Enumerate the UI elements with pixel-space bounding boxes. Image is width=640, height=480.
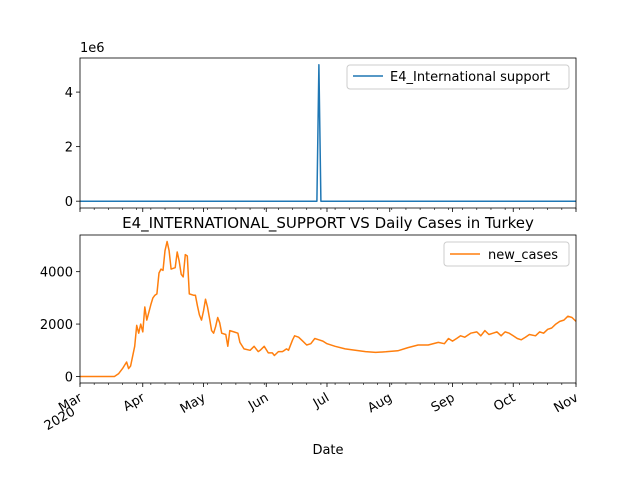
bottom-y-ticks: 0 2000 4000 [40, 266, 80, 385]
chart-title: E4_INTERNATIONAL_SUPPORT VS Daily Cases … [122, 214, 534, 233]
top-legend: E4_International support [346, 64, 570, 90]
y-tick-label: 0 [65, 195, 73, 210]
top-y-offset-label: 1e6 [80, 41, 105, 56]
top-legend-label: E4_International support [390, 70, 550, 85]
series-line-E4_International support [80, 64, 576, 202]
bottom-series-lines [80, 240, 577, 378]
x-tick-label: Jul [310, 390, 332, 411]
top-subplot: 0 2 4 1e6 E4_International support [65, 41, 577, 212]
bottom-axes-frame [79, 234, 577, 384]
bottom-legend: new_cases [443, 241, 570, 267]
series-line-new_cases [80, 240, 577, 378]
y-tick-label: 4000 [40, 266, 73, 281]
bottom-legend-box [443, 241, 570, 267]
y-tick-label: 2000 [40, 318, 73, 333]
top-y-ticks: 0 2 4 [65, 86, 80, 210]
top-axes-frame [79, 57, 577, 209]
top-legend-box [346, 64, 570, 90]
bottom-legend-label: new_cases [488, 248, 558, 263]
y-tick-label: 0 [65, 370, 73, 385]
top-series-lines [80, 64, 576, 202]
y-tick-label: 4 [65, 86, 73, 101]
y-tick-label: 2 [65, 141, 73, 156]
x-axis-label: Date [312, 443, 343, 458]
